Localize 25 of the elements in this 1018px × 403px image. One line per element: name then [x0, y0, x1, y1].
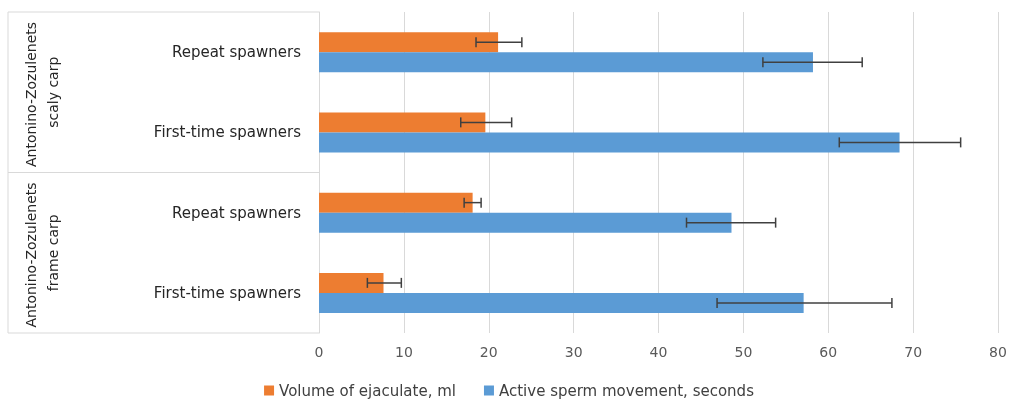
- y-tick-label: First-time spawners: [153, 283, 302, 302]
- x-tick-label: 70: [904, 344, 923, 360]
- text: Antonino-Zozulenets scaly carp: [23, 17, 61, 168]
- bar: [319, 292, 804, 313]
- x-tick-label: 40: [649, 344, 668, 360]
- bar: [319, 272, 384, 293]
- y-tick-label: First-time spawners: [153, 123, 302, 142]
- text: Antonino-Zozulenets frame carp: [23, 177, 61, 328]
- bar: [319, 32, 499, 53]
- x-tick-label: 20: [479, 344, 498, 360]
- y-tick-label: Repeat spawners: [171, 203, 302, 222]
- legend-label: Active sperm movement, seconds: [498, 381, 755, 400]
- x-tick-label: 0: [314, 344, 324, 360]
- x-tick-label: 10: [394, 344, 413, 360]
- x-tick-label: 80: [989, 344, 1007, 360]
- y-tick-label: Repeat spawners: [171, 43, 302, 62]
- x-tick-label: 30: [564, 344, 583, 360]
- legend-label: Volume of ejaculate, ml: [279, 381, 456, 400]
- bar: [319, 192, 473, 213]
- x-tick-label: 50: [734, 344, 753, 360]
- bar: [319, 132, 900, 153]
- bar: [319, 212, 732, 233]
- bar: [319, 112, 486, 133]
- bar: [319, 52, 813, 73]
- x-tick-label: 60: [819, 344, 838, 360]
